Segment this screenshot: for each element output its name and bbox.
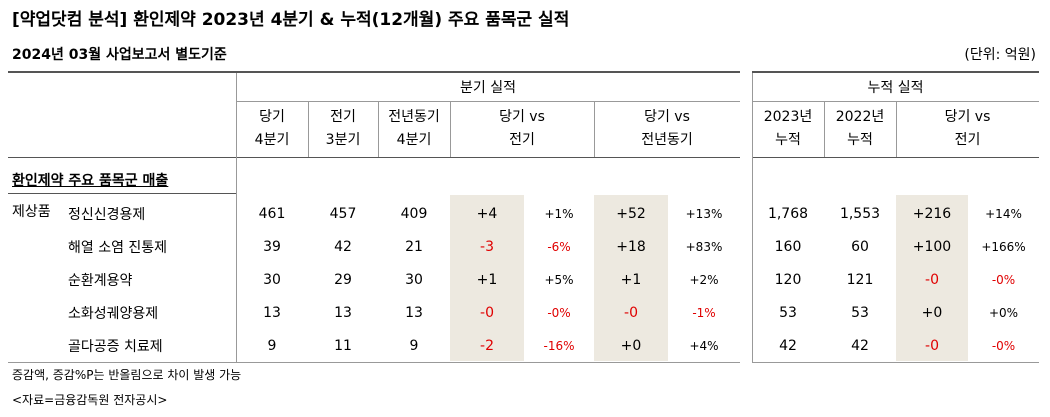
c-diff: +0 [921, 304, 943, 321]
q-pct-prev: -16% [543, 338, 575, 353]
section-label: 환인제약 주요 품목군 매출 [12, 173, 169, 189]
c-pct: +0% [988, 305, 1019, 320]
q-cur-value: 461 [258, 205, 286, 222]
c-2023-value: 42 [779, 337, 797, 354]
c-pct: +166% [981, 239, 1026, 254]
c-diff: +216 [912, 205, 952, 222]
unit-label: (단위: 억원) [964, 47, 1036, 63]
shade-q-vs-prev [450, 195, 524, 361]
q-prev-value: 11 [334, 337, 352, 354]
q-yoy-value: 9 [409, 337, 419, 354]
q-prev-value: 13 [334, 304, 352, 321]
q-pct-prev: +1% [544, 206, 574, 221]
q-prev-value: 29 [334, 271, 352, 288]
q-diff-prev: -0 [480, 304, 494, 321]
q-pct-yoy: +4% [689, 338, 719, 353]
q-yoy-value: 21 [405, 238, 423, 255]
col-header-c-2023: 2023년 누적 [763, 109, 813, 148]
col-header-q-vs-yoy: 당기 vs 전년동기 [641, 109, 693, 148]
q-diff-prev: -2 [480, 337, 494, 354]
quarter-header: 분기 실적 [460, 80, 516, 96]
c-2023-value: 1,768 [767, 205, 809, 222]
q-pct-prev: +5% [544, 272, 574, 287]
c-2022-value: 121 [846, 271, 874, 288]
cumulative-table: 누적 실적 2023년 누적 2022년 누적 당기 vs 전기 1,768 1,553… [752, 71, 1039, 363]
quarter-table: 분기 실적 당기 4분기 전기 3분기 전년동기 4분기 당기 vs 전기 당기 vs 전… [8, 71, 740, 363]
c-2023-value: 120 [774, 271, 802, 288]
q-diff-yoy: +0 [620, 337, 642, 354]
q-cur-value: 9 [267, 337, 277, 354]
item-name: 순환계용약 [68, 272, 133, 289]
c-pct: -0% [991, 272, 1016, 287]
shade-q-vs-yoy [594, 195, 668, 361]
report-subtitle: 2024년 03월 사업보고서 별도기준 [12, 47, 227, 63]
source-note: <자료=금융감독원 전자공시> [12, 393, 168, 407]
col-header-c-vs: 당기 vs 전기 [944, 109, 991, 148]
q-cur-value: 13 [263, 304, 281, 321]
item-name: 해열 소염 진통제 [68, 239, 168, 256]
c-2022-value: 42 [851, 337, 869, 354]
q-diff-yoy: +18 [616, 238, 646, 255]
c-2023-value: 53 [779, 304, 797, 321]
q-cur-value: 30 [263, 271, 281, 288]
c-diff: -0 [925, 271, 939, 288]
item-name: 정신신경용제 [68, 206, 146, 223]
q-pct-prev: -6% [547, 239, 571, 254]
q-yoy-value: 30 [405, 271, 423, 288]
c-2022-value: 1,553 [839, 205, 881, 222]
c-diff: -0 [925, 337, 939, 354]
c-2023-value: 160 [774, 238, 802, 255]
col-header-q-vs-prev: 당기 vs 전기 [499, 109, 545, 148]
cumulative-header: 누적 실적 [867, 80, 924, 96]
item-name: 골다공증 치료제 [68, 338, 163, 355]
q-yoy-value: 13 [405, 304, 423, 321]
col-header-q-yoy: 전년동기 4분기 [388, 109, 440, 148]
c-2022-value: 53 [851, 304, 869, 321]
shade-c-vs [896, 195, 968, 361]
q-diff-yoy: +52 [616, 205, 646, 222]
item-name: 소화성궤양용제 [68, 305, 159, 322]
q-diff-yoy: +1 [620, 271, 642, 288]
c-pct: -0% [991, 338, 1016, 353]
footnote: 증감액, 증감%P는 반올림으로 차이 발생 가능 [12, 368, 242, 382]
category-label: 제상품 [12, 204, 51, 220]
col-header-c-2022: 2022년 누적 [835, 109, 885, 148]
q-pct-yoy: +13% [685, 206, 723, 221]
q-diff-prev: +1 [476, 271, 498, 288]
q-diff-prev: +4 [476, 205, 498, 222]
c-diff: +100 [912, 238, 952, 255]
q-yoy-value: 409 [400, 205, 428, 222]
col-header-q-cur: 당기 4분기 [254, 109, 290, 148]
q-prev-value: 457 [329, 205, 357, 222]
q-pct-yoy: +2% [689, 272, 719, 287]
c-2022-value: 60 [851, 238, 869, 255]
q-pct-yoy: +83% [685, 239, 723, 254]
q-pct-yoy: -1% [692, 305, 716, 320]
q-diff-prev: -3 [480, 238, 494, 255]
col-header-q-prev: 전기 3분기 [325, 109, 361, 148]
q-prev-value: 42 [334, 238, 352, 255]
report-title: [약업닷컴 분석] 환인제약 2023년 4분기 & 누적(12개월) 주요 품… [12, 10, 570, 30]
q-cur-value: 39 [263, 238, 281, 255]
c-pct: +14% [985, 206, 1022, 221]
q-diff-yoy: -0 [624, 304, 638, 321]
q-pct-prev: -0% [547, 305, 571, 320]
